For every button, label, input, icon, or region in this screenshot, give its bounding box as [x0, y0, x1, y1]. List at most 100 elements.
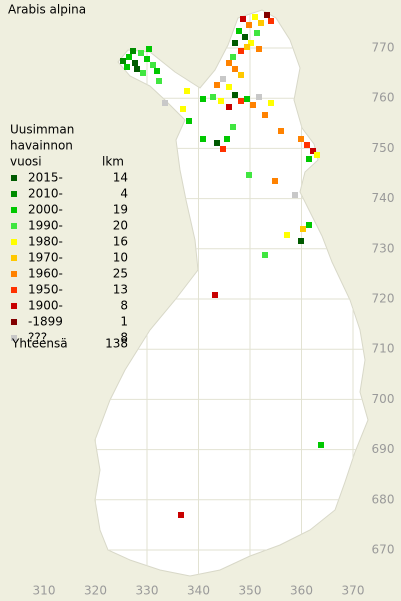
observation	[256, 94, 262, 100]
observation	[278, 128, 284, 134]
y-axis-label: 710	[372, 342, 395, 356]
observation	[140, 70, 146, 76]
observation	[310, 148, 316, 154]
legend-label: 2000-	[28, 203, 63, 217]
legend-count: 14	[113, 171, 128, 185]
x-axis-label: 350	[239, 584, 262, 598]
legend-swatch	[11, 255, 17, 261]
legend-count: 13	[113, 283, 128, 297]
legend-count: 4	[120, 187, 128, 201]
observation	[200, 136, 206, 142]
legend-count: 20	[113, 219, 128, 233]
observation	[162, 100, 168, 106]
legend-count: 19	[113, 203, 128, 217]
observation	[284, 232, 290, 238]
legend-swatch	[11, 287, 17, 293]
y-axis-label: 760	[372, 91, 395, 105]
observation	[186, 118, 192, 124]
observation	[236, 28, 242, 34]
observation	[156, 78, 162, 84]
observation	[256, 46, 262, 52]
observation	[254, 30, 260, 36]
observation	[298, 238, 304, 244]
legend-label: 1900-	[28, 299, 63, 313]
observation	[132, 60, 138, 66]
observation	[306, 156, 312, 162]
total-value: 138	[105, 337, 128, 351]
observation	[252, 14, 258, 20]
observation	[304, 142, 310, 148]
legend-count: 8	[120, 299, 128, 313]
observation	[238, 72, 244, 78]
observations	[120, 12, 324, 518]
observation	[246, 172, 252, 178]
legend-heading: havainnon	[10, 139, 73, 153]
observation	[154, 68, 160, 74]
x-axis-label: 310	[33, 584, 56, 598]
observation	[218, 98, 224, 104]
observation	[272, 178, 278, 184]
observation	[178, 512, 184, 518]
legend-label: 1980-	[28, 235, 63, 249]
observation	[180, 106, 186, 112]
legend-count: 8	[120, 331, 128, 345]
observation	[124, 64, 130, 70]
y-axis-label: 720	[372, 292, 395, 306]
observation	[250, 102, 256, 108]
axes: 310 320 330 340 350 360 370 770 760 750 740 730 720 7…	[33, 41, 395, 598]
legend-swatch	[11, 175, 17, 181]
observation	[214, 140, 220, 146]
observation	[300, 226, 306, 232]
legend-label: -1899	[28, 315, 63, 329]
observation	[232, 66, 238, 72]
y-axis-label: 670	[372, 543, 395, 557]
country-shape	[94, 9, 369, 577]
legend-swatch	[11, 239, 17, 245]
observation	[232, 92, 238, 98]
observation	[130, 48, 136, 54]
observation	[226, 84, 232, 90]
observation	[226, 104, 232, 110]
observation	[220, 146, 226, 152]
x-axis-label: 340	[187, 584, 210, 598]
total-label: Yhteensä	[11, 337, 68, 351]
observation	[314, 152, 320, 158]
observation	[134, 66, 140, 72]
legend-swatch	[11, 207, 17, 213]
observation	[146, 46, 152, 52]
observation	[150, 62, 156, 68]
observation	[268, 18, 274, 24]
legend-swatch	[11, 303, 17, 309]
x-axis-label: 330	[136, 584, 159, 598]
observation	[214, 82, 220, 88]
y-axis-label: 680	[372, 492, 395, 506]
observation	[318, 442, 324, 448]
observation	[268, 100, 274, 106]
observation	[200, 96, 206, 102]
observation	[210, 94, 216, 100]
observation	[238, 98, 244, 104]
observation	[138, 50, 144, 56]
legend-swatch	[11, 319, 17, 325]
legend-count: 25	[113, 267, 128, 281]
observation	[120, 58, 126, 64]
legend-heading: Uusimman	[10, 123, 74, 137]
observation	[230, 54, 236, 60]
observation	[126, 54, 132, 60]
observation	[238, 48, 244, 54]
legend-label: 1990-	[28, 219, 63, 233]
y-axis-label: 690	[372, 442, 395, 456]
legend-count: 16	[113, 235, 128, 249]
observation	[220, 76, 226, 82]
observation	[212, 292, 218, 298]
legend-swatch	[11, 335, 17, 341]
legend-swatch	[11, 223, 17, 229]
y-axis-label: 740	[372, 191, 395, 205]
observation	[232, 40, 238, 46]
observation	[226, 60, 232, 66]
observation	[144, 56, 150, 62]
legend-label: ???	[28, 331, 47, 345]
y-axis-label: 730	[372, 241, 395, 255]
legend-label: 2010-	[28, 187, 63, 201]
